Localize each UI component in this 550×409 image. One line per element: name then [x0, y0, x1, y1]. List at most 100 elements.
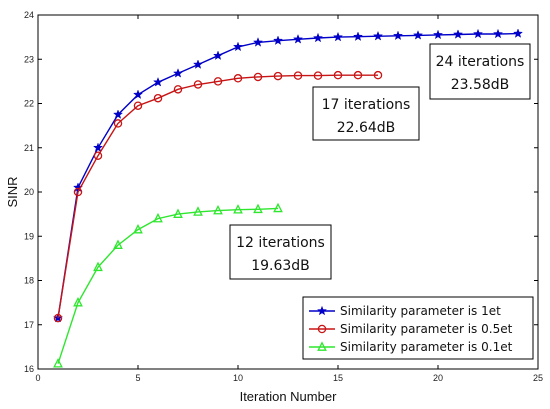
y-tick-label: 22 [24, 99, 34, 109]
series-1-point [212, 50, 224, 60]
legend-marker [317, 341, 327, 351]
legend-label: Similarity parameter is 1et [340, 304, 501, 318]
legend-box [302, 296, 534, 360]
series-2-point [53, 313, 63, 323]
x-tick-label: 20 [433, 373, 443, 383]
x-tick-label: 25 [533, 373, 543, 383]
series-2-point [113, 119, 123, 128]
y-tick-label: 17 [24, 320, 34, 330]
y-tick-label: 24 [24, 10, 34, 20]
series-1-point [472, 28, 484, 39]
x-tick-label: 15 [333, 373, 343, 383]
series-3-point [233, 204, 243, 214]
series-2-point [273, 71, 283, 81]
y-tick-label: 21 [24, 143, 34, 153]
series-2-point [333, 70, 343, 80]
series-3-point [133, 223, 143, 234]
annotation-box [229, 224, 332, 280]
series-1-line [57, 32, 519, 319]
annotation-value: 22.64dB [337, 120, 396, 136]
series-1-point [252, 37, 264, 47]
series-1-point [372, 30, 384, 41]
legend-entry-1: Similarity parameter is 1et [309, 304, 501, 318]
series-2-line [57, 74, 378, 319]
annotation-box [312, 86, 420, 141]
series-3-point [273, 202, 283, 213]
x-tick-label: 0 [35, 373, 40, 383]
annotation-3: 12 iterations 19.63dB [229, 224, 332, 280]
series-2-point [353, 70, 363, 80]
y-tick-label: 23 [24, 54, 34, 64]
series-1-point [152, 76, 164, 87]
series-1-point [312, 32, 324, 43]
series-2-point [133, 101, 143, 110]
series-3-point [153, 212, 163, 223]
series-2-point [213, 77, 223, 86]
series-1-point [392, 30, 404, 41]
x-tick-label: 10 [233, 373, 243, 383]
legend: Similarity parameter is 1et Similarity pa… [302, 296, 534, 360]
series-1-point [92, 142, 104, 153]
series-1-point [172, 68, 184, 78]
y-tick-label: 16 [24, 364, 34, 374]
series-1-point [332, 31, 344, 42]
plot-marks [52, 28, 524, 368]
legend-entry-2: Similarity parameter is 0.5et [309, 322, 513, 336]
series-2-point [233, 74, 243, 83]
annotation-iterations: 17 iterations [322, 97, 411, 113]
legend-marker [317, 324, 327, 334]
series-2-point [253, 72, 263, 82]
series-2-point [153, 93, 163, 103]
series-2-point [93, 151, 103, 160]
series-3 [53, 202, 283, 368]
series-1-point [272, 35, 284, 45]
y-tick-label: 20 [24, 187, 34, 197]
series-1-point [492, 28, 504, 39]
series-1-point [412, 30, 424, 40]
series-1-point [512, 28, 524, 38]
annotation-box [429, 43, 531, 100]
series-3-point [213, 204, 223, 215]
annotation-iterations: 12 iterations [236, 235, 325, 251]
series-3-line [57, 207, 279, 364]
annotation-value: 23.58dB [451, 77, 510, 93]
series-2 [53, 70, 383, 323]
annotation-value: 19.63dB [251, 258, 310, 274]
series-2-point [373, 70, 383, 80]
annotations: 24 iterations 23.58dB 17 iterations 22.64dB… [229, 43, 531, 280]
series-3-point [173, 208, 183, 218]
series-1-point [432, 29, 444, 40]
annotation-iterations: 24 iterations [436, 54, 525, 70]
legend-marker [316, 305, 328, 316]
series-1-point [112, 109, 124, 119]
x-tick-label: 5 [135, 373, 140, 383]
series-2-point [173, 85, 183, 94]
series-2-point [313, 71, 323, 80]
series-3-point [113, 239, 123, 249]
series-2-point [293, 71, 303, 80]
series-2-point [73, 187, 83, 197]
series-3-point [53, 358, 63, 368]
series-1-point [132, 89, 144, 99]
series-1-point [292, 33, 304, 44]
y-tick-label: 18 [24, 276, 34, 286]
annotation-2: 17 iterations 22.64dB [312, 86, 420, 141]
x-axis-label: Iteration Number [240, 389, 337, 404]
axis-ticks: 0 5 10 15 20 25 16 17 18 19 20 21 22 23 24 [24, 10, 543, 383]
series-1-point [352, 31, 364, 41]
legend-entry-3: Similarity parameter is 0.1et [309, 340, 513, 354]
series-1-point [452, 29, 464, 39]
series-1-point [232, 41, 244, 52]
legend-label: Similarity parameter is 0.5et [340, 322, 513, 336]
legend-label: Similarity parameter is 0.1et [340, 340, 513, 354]
series-3-point [193, 206, 203, 216]
series-3-point [253, 203, 263, 214]
annotation-1: 24 iterations 23.58dB [429, 43, 531, 100]
y-tick-label: 19 [24, 231, 34, 241]
series-2-point [193, 80, 203, 89]
series-3-point [93, 261, 103, 272]
series-3-point [73, 297, 83, 307]
y-axis-label: SINR [5, 176, 20, 207]
series-1-point [192, 59, 204, 69]
